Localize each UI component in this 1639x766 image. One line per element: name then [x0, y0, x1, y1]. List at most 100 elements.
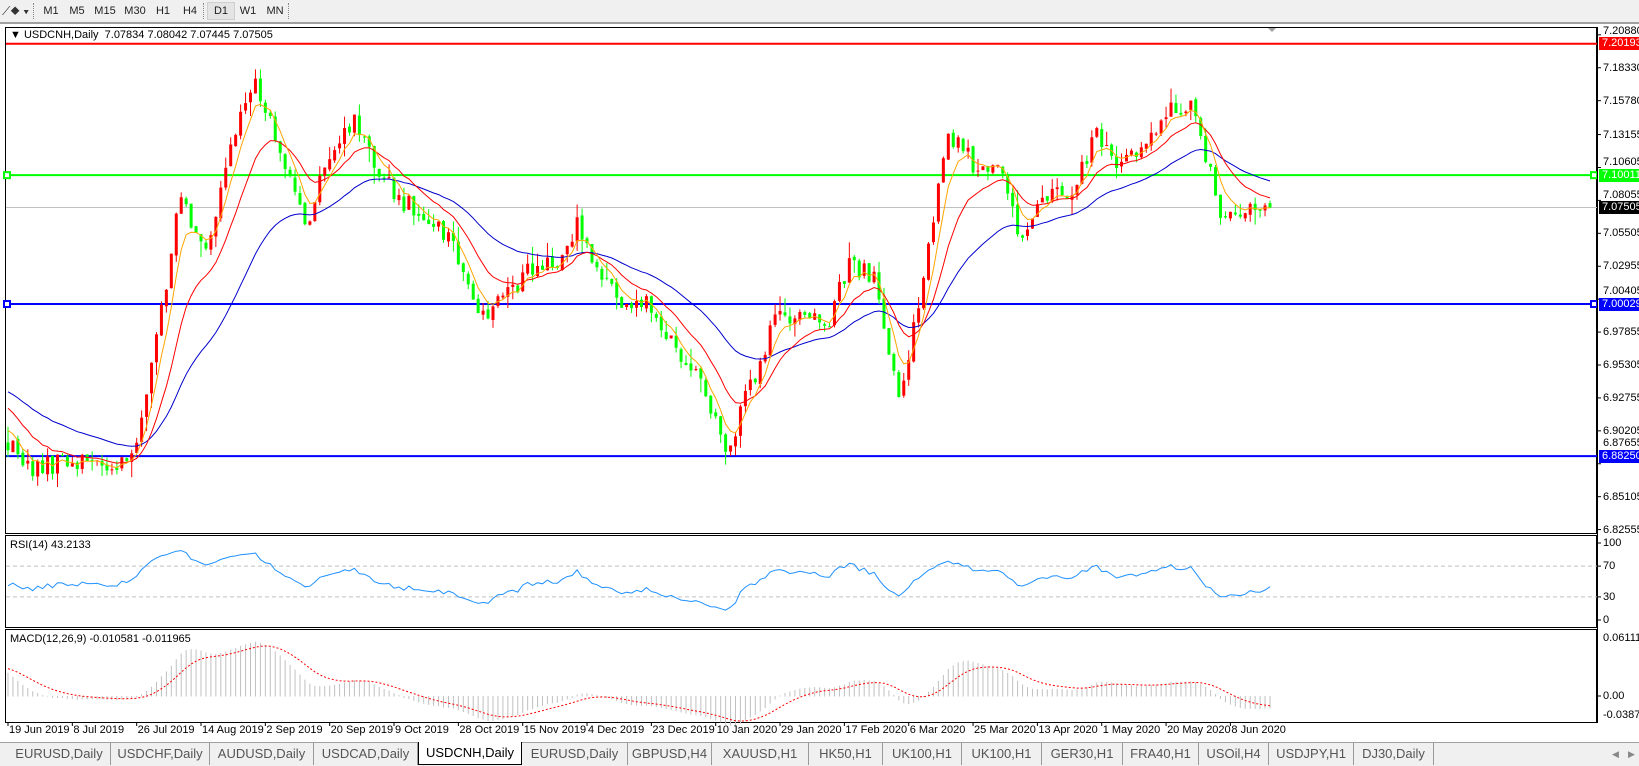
tab-dj30-daily[interactable]: DJ30,Daily — [1354, 743, 1434, 765]
candle-body — [1174, 103, 1178, 114]
candle-body — [46, 456, 50, 475]
candle-body — [1055, 187, 1059, 190]
candle-body — [303, 202, 307, 225]
rsi-panel[interactable]: RSI(14) 43.2133 — [5, 535, 1597, 628]
date-axis-label: 2 Sep 2019 — [266, 724, 323, 736]
tab-uk100-h1[interactable]: UK100,H1 — [883, 743, 962, 765]
candle-body — [278, 141, 282, 153]
date-axis-label: 17 Feb 2020 — [845, 724, 908, 736]
candle-body — [501, 295, 505, 298]
date-axis-label: 4 Dec 2019 — [588, 724, 645, 736]
candle-body — [130, 453, 134, 462]
tab-ger30-h1[interactable]: GER30,H1 — [1042, 743, 1123, 765]
candle-body — [635, 301, 639, 308]
timeframe-d1[interactable]: D1 — [207, 2, 235, 20]
candle-body — [491, 306, 495, 320]
candle-body — [1258, 209, 1262, 211]
macd-label: MACD(12,26,9) -0.010581 -0.011965 — [10, 633, 191, 645]
price-axis-label: 6.85105 — [1603, 490, 1639, 503]
candle-body — [941, 158, 945, 183]
ohlc-values: 7.07834 7.08042 7.07445 7.07505 — [104, 29, 273, 41]
candle-body — [679, 349, 683, 362]
candle-body — [422, 214, 426, 221]
ma-mid-line — [7, 122, 1271, 464]
tab-audusd-daily[interactable]: AUDUSD,Daily — [210, 743, 314, 765]
candle-body — [1090, 137, 1094, 163]
date-axis-label: 15 Nov 2019 — [523, 724, 587, 736]
candle-body — [372, 145, 376, 168]
candle-body — [729, 445, 733, 452]
candle-body — [1030, 218, 1034, 229]
candle-body — [437, 221, 441, 227]
candle-body — [991, 165, 995, 173]
scroll-left-icon[interactable]: ◀ — [1612, 749, 1619, 759]
line-tools-icon[interactable]: ⟋◆ ▾ — [2, 4, 30, 18]
candle-body — [1021, 235, 1025, 238]
date-axis-label: 1 May 2020 — [1102, 724, 1161, 736]
macd-panel[interactable]: MACD(12,26,9) -0.010581 -0.011965 — [5, 629, 1597, 723]
candle-body — [1238, 214, 1242, 217]
candle-body — [852, 256, 856, 261]
candle-body — [630, 303, 634, 309]
candle-body — [857, 260, 861, 278]
candle-body — [179, 197, 183, 214]
candle-body — [1154, 133, 1158, 135]
candle-body — [145, 394, 149, 417]
candle-body — [466, 273, 470, 285]
candle-body — [664, 331, 668, 339]
candle-body — [293, 177, 297, 192]
tab-gbpusd-h4[interactable]: GBPUSD,H4 — [628, 743, 712, 765]
chart-menu-icon[interactable]: ▼ — [10, 29, 21, 41]
timeframe-m5[interactable]: M5 — [69, 5, 85, 17]
candle-body — [382, 177, 386, 179]
candle-body — [1233, 212, 1237, 215]
candle-body — [1129, 150, 1133, 155]
timeframe-m30[interactable]: M30 — [124, 5, 146, 17]
toolbar-separator — [288, 3, 289, 19]
scroll-right-icon[interactable]: ▶ — [1628, 749, 1635, 759]
candle-body — [476, 298, 480, 314]
candle-body — [689, 363, 693, 371]
candle-body — [511, 284, 515, 287]
price-chart-panel[interactable]: ▼ USDCNH,Daily 7.07834 7.08042 7.07445 7… — [5, 27, 1597, 534]
candle-body — [164, 289, 168, 307]
price-axis-label: 7.08055 — [1603, 188, 1639, 201]
candle-body — [748, 379, 752, 391]
tab-usdchf-daily[interactable]: USDCHF,Daily — [111, 743, 210, 765]
tab-usdjpy-h1[interactable]: USDJPY,H1 — [1269, 743, 1354, 765]
candle-body — [486, 309, 490, 319]
candle-body — [625, 304, 629, 308]
timeframe-w1[interactable]: W1 — [239, 5, 257, 17]
candle-body — [986, 166, 990, 172]
timeframe-m1[interactable]: M1 — [43, 5, 59, 17]
candle-body — [1016, 204, 1020, 235]
candle-body — [209, 235, 213, 250]
tab-fra40-h1[interactable]: FRA40,H1 — [1123, 743, 1199, 765]
candle-body — [892, 354, 896, 371]
price-tag-7.10011: 7.10011 — [1599, 168, 1639, 182]
candle-body — [837, 281, 841, 301]
timeframe-m15[interactable]: M15 — [94, 5, 116, 17]
tab-usdcad-daily[interactable]: USDCAD,Daily — [314, 743, 418, 765]
tab-eurusd-daily[interactable]: EURUSD,Daily — [522, 743, 628, 765]
date-axis-label: 8 Jun 2020 — [1231, 724, 1286, 736]
candle-body — [971, 146, 975, 173]
candle-body — [244, 103, 248, 111]
tab-eurusd-daily[interactable]: EURUSD,Daily — [8, 743, 111, 765]
tab-xauusd-h1[interactable]: XAUUSD,H1 — [712, 743, 809, 765]
tab-usoil-h4[interactable]: USOil,H4 — [1199, 743, 1269, 765]
candle-body — [536, 265, 540, 277]
timeframe-h4[interactable]: H4 — [182, 5, 198, 17]
timeframe-mn[interactable]: MN — [266, 5, 284, 17]
tab-hk50-h1[interactable]: HK50,H1 — [809, 743, 883, 765]
candle-body — [526, 263, 530, 274]
candle-body — [55, 454, 59, 474]
candle-body — [768, 325, 772, 356]
candle-body — [867, 263, 871, 282]
candle-body — [610, 278, 614, 284]
tab-uk100-h1[interactable]: UK100,H1 — [962, 743, 1042, 765]
candle-body — [862, 263, 866, 276]
timeframe-h1[interactable]: H1 — [155, 5, 171, 17]
tab-usdcnh-daily[interactable]: USDCNH,Daily — [418, 742, 522, 765]
rsi-line — [7, 550, 1271, 611]
